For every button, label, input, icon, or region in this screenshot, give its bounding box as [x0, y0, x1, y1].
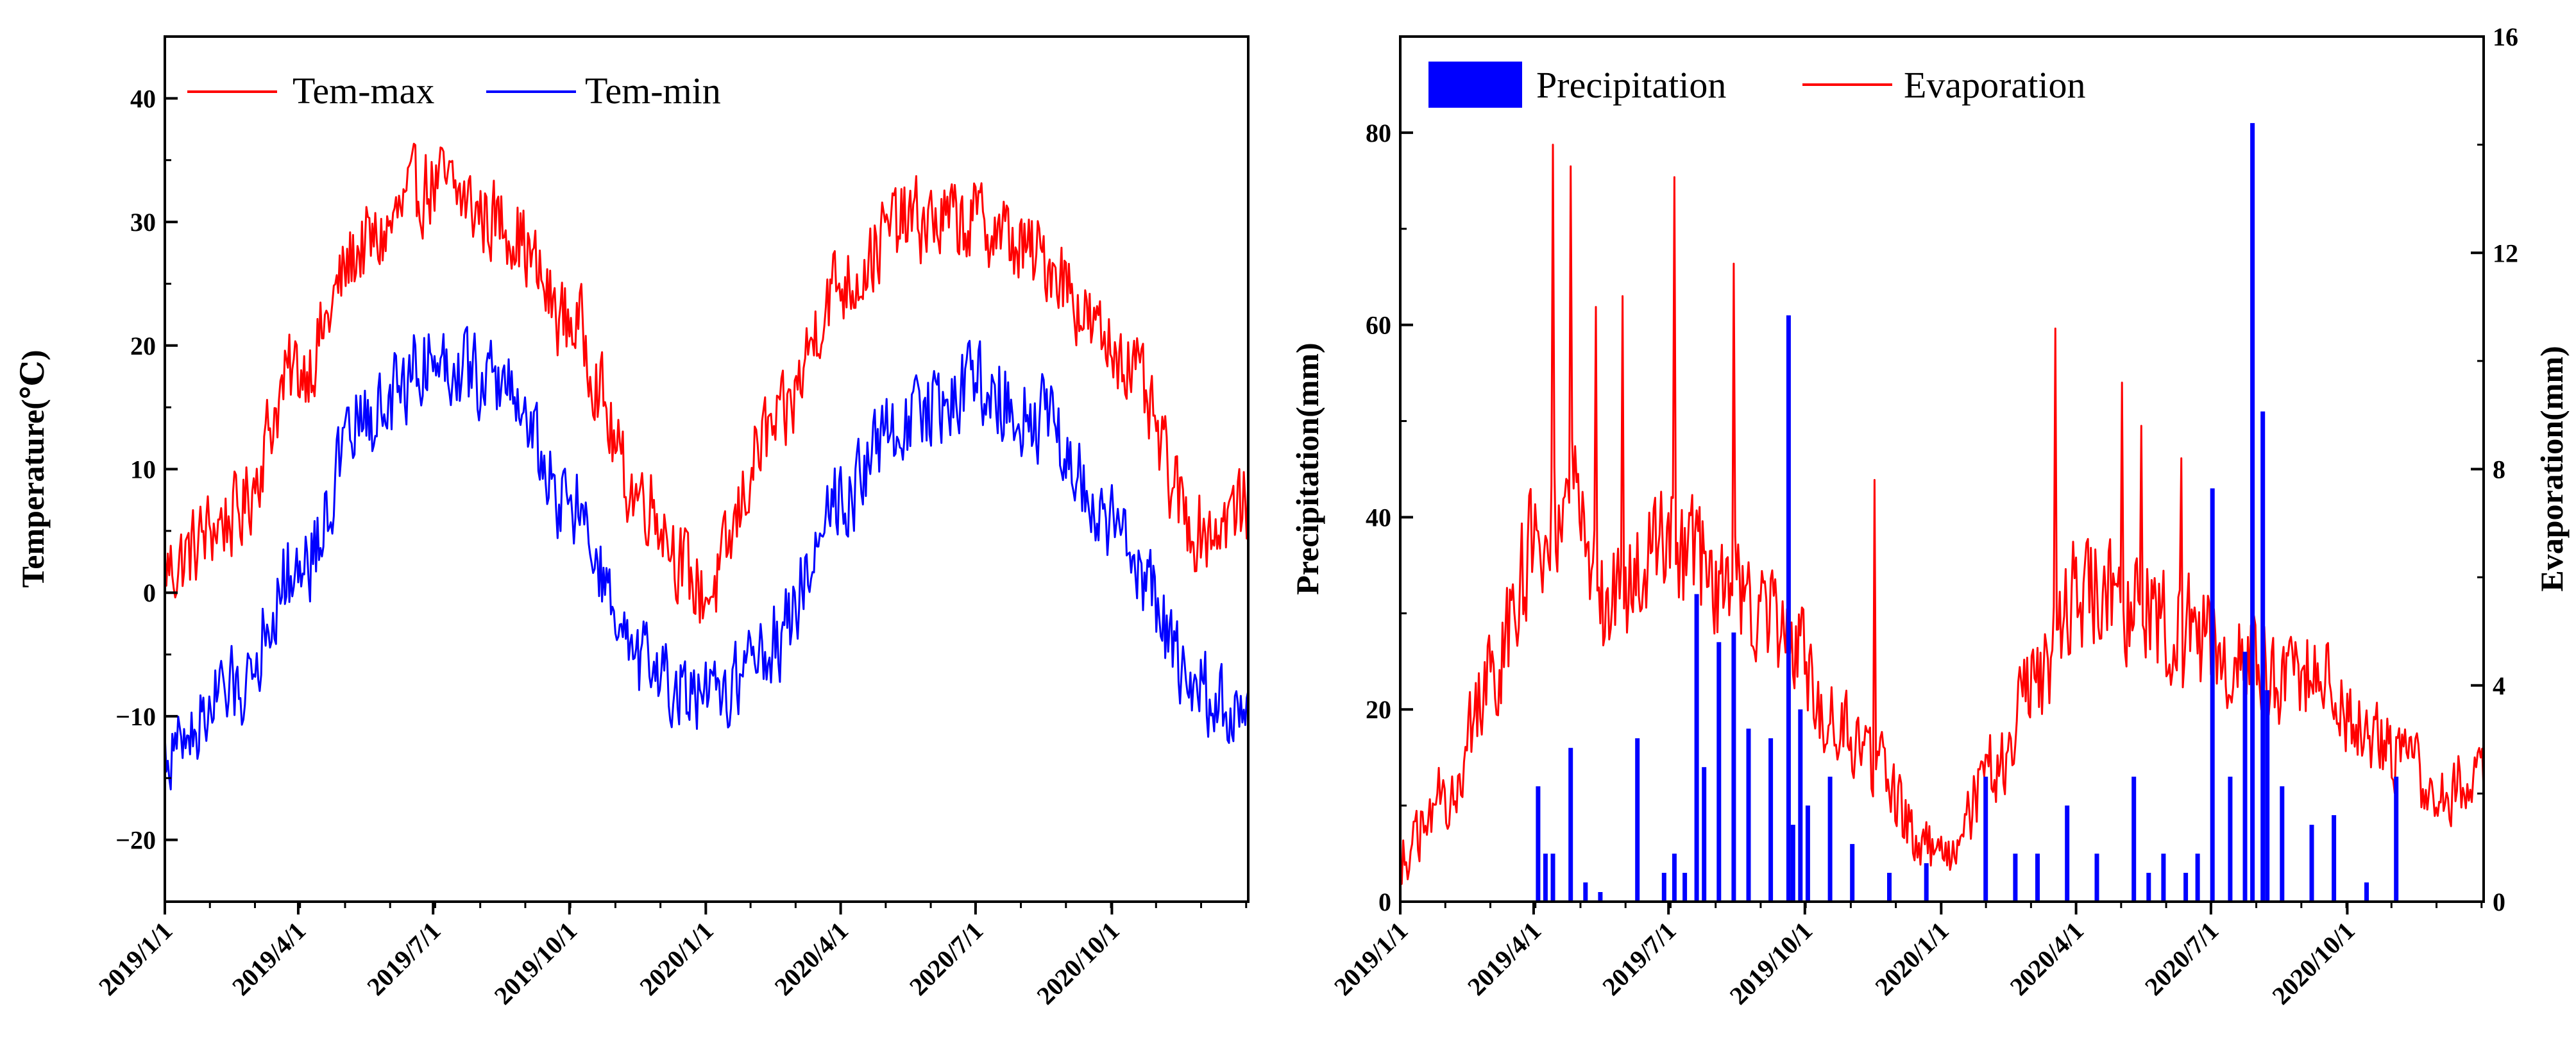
- temperature-y-tick-label: 40: [130, 84, 156, 113]
- precipitation-bar: [1716, 642, 1722, 902]
- precipitation-bar: [2094, 854, 2099, 902]
- precipitation-bar: [2228, 777, 2233, 902]
- precipitation-bar: [2332, 815, 2337, 902]
- evaporation-y-axis-label: Evaporation(mm): [2534, 346, 2570, 591]
- precipitation-y-axis-label: Precipitation(mm): [1289, 342, 1325, 594]
- legend-precipitation-swatch: [1428, 62, 1522, 108]
- precipitation-bar: [2394, 777, 2399, 902]
- precipitation-bar: [2210, 488, 2215, 902]
- precipitation-bar: [1850, 844, 1855, 902]
- precipitation-bar: [1583, 882, 1588, 902]
- precipitation-bar: [2035, 854, 2040, 902]
- legend-tem-max-label: Tem-max: [292, 70, 434, 112]
- precipitation-y-tick-label: 0: [1378, 888, 1391, 916]
- legend-precipitation-label: Precipitation: [1536, 64, 1726, 106]
- precipitation-bar: [2280, 786, 2285, 902]
- precipitation-bar: [1598, 892, 1603, 902]
- precipitation-bar: [1790, 825, 1795, 902]
- precipitation-bar: [2364, 882, 2369, 902]
- precipitation-bar: [1924, 863, 1929, 902]
- precipitation-bar: [2242, 652, 2248, 902]
- evaporation-series: [1399, 144, 2485, 885]
- temperature-plot-area: [164, 142, 1250, 791]
- precipitation-bar: [1635, 738, 1640, 902]
- precipitation-bar: [1661, 873, 1666, 902]
- precipitation-bar: [2065, 805, 2070, 902]
- precipitation-bar: [1786, 315, 1791, 902]
- legend-evaporation-label: Evaporation: [1904, 64, 2085, 106]
- precipitation-bar: [2265, 690, 2270, 902]
- precipitation-bar: [2195, 854, 2200, 902]
- evaporation-y-tick-label: 8: [2493, 455, 2505, 484]
- precipitation-bar: [1550, 854, 1555, 902]
- temperature-y-tick-label: 20: [130, 332, 156, 360]
- precipitation-y-tick-label: 80: [1366, 119, 1391, 148]
- precipitation-series: [1536, 122, 2399, 902]
- precipitation-bar: [1746, 729, 1751, 902]
- evaporation-y-axis: 0 4 8 12 16: [2471, 22, 2518, 916]
- precipitation-bar: [1798, 709, 1803, 902]
- tem-max-series: [164, 142, 1250, 624]
- precipitation-bar: [2131, 777, 2137, 902]
- precipitation-y-axis: 0 20 40 60 80: [1366, 119, 1413, 916]
- precipitation-bar: [1827, 777, 1833, 902]
- precipitation-bar: [1536, 786, 1541, 902]
- precipitation-bar: [1672, 854, 1677, 902]
- precipitation-y-tick-label: 40: [1366, 503, 1391, 532]
- precipitation-bar: [2260, 411, 2266, 902]
- temperature-y-tick-label: 30: [130, 208, 156, 237]
- evaporation-y-tick-label: 0: [2493, 888, 2505, 916]
- temperature-y-axis-label: Temperature(℃): [15, 350, 51, 588]
- temperature-y-tick-label: −10: [115, 702, 156, 731]
- tem-min-series: [164, 326, 1250, 791]
- precipitation-bar: [2183, 873, 2189, 902]
- evaporation-y-tick-label: 4: [2493, 671, 2505, 700]
- tem-max-line: [164, 142, 1250, 624]
- evaporation-y-tick-label: 16: [2493, 22, 2518, 51]
- temperature-y-tick-label: 0: [143, 578, 156, 607]
- legend-tem-min-label: Tem-min: [585, 70, 721, 112]
- precipitation-bar: [1543, 854, 1548, 902]
- evaporation-y-tick-label: 12: [2493, 239, 2518, 267]
- precipitation-bar: [1568, 748, 1573, 902]
- precip-evap-plot-area: [1399, 122, 2485, 902]
- precipitation-bar: [2146, 873, 2151, 902]
- precipitation-bar: [1702, 767, 1707, 902]
- precipitation-bar: [1983, 777, 1988, 902]
- temperature-y-axis: −20 −10 0 10 20 30 40: [115, 84, 178, 855]
- precipitation-bar: [1731, 632, 1736, 902]
- precipitation-bar: [2309, 825, 2314, 902]
- precipitation-bar: [1682, 873, 1688, 902]
- precipitation-bar: [2250, 122, 2255, 902]
- precipitation-bar: [2013, 854, 2018, 902]
- precipitation-bar: [1805, 805, 1810, 902]
- precipitation-bar: [1887, 873, 1892, 902]
- temperature-y-tick-label: 10: [130, 455, 156, 484]
- precipitation-y-tick-label: 60: [1366, 311, 1391, 340]
- precipitation-bar: [2161, 854, 2166, 902]
- precipitation-bar: [1694, 594, 1699, 902]
- precipitation-y-tick-label: 20: [1366, 695, 1391, 724]
- evaporation-line: [1399, 144, 2485, 885]
- temperature-y-tick-label: −20: [115, 826, 156, 855]
- tem-min-line: [164, 326, 1250, 791]
- precipitation-bar: [1768, 738, 1774, 902]
